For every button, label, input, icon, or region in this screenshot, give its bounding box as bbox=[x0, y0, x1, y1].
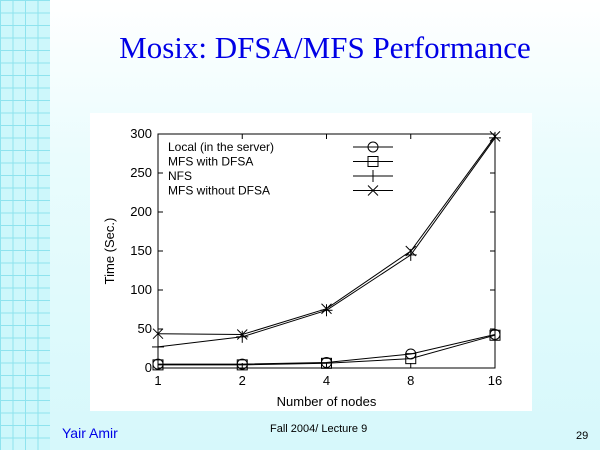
page-number: 29 bbox=[576, 430, 589, 442]
data-point-square bbox=[489, 329, 501, 341]
data-point-cross bbox=[321, 303, 332, 315]
legend-marker-cross bbox=[367, 185, 379, 196]
legend-label: MFS with DFSA bbox=[168, 155, 253, 169]
data-point-cross-d2 bbox=[152, 328, 164, 340]
x-tick-label: 8 bbox=[407, 373, 414, 388]
legend-label: Local (in the server) bbox=[168, 140, 274, 154]
grid-decoration bbox=[0, 0, 50, 450]
y-tick-label: 250 bbox=[130, 165, 152, 180]
data-point-square-shape bbox=[236, 359, 248, 371]
data-point-cross bbox=[152, 328, 164, 340]
legend-label: NFS bbox=[168, 169, 192, 183]
legend-marker-cross-d2 bbox=[367, 185, 379, 196]
data-point-square bbox=[236, 359, 248, 371]
y-tick-label: 300 bbox=[130, 126, 152, 141]
data-point-square-shape bbox=[152, 359, 164, 371]
legend-label: MFS without DFSA bbox=[168, 184, 270, 198]
data-point-cross-d2 bbox=[321, 303, 332, 315]
y-tick-label: 50 bbox=[138, 321, 152, 336]
y-tick-label: 200 bbox=[130, 204, 152, 219]
x-axis-title: Number of nodes bbox=[277, 394, 377, 409]
data-point-square-shape bbox=[489, 329, 501, 341]
x-tick-label: 1 bbox=[154, 373, 161, 388]
footer-course: Fall 2004/ Lecture 9 bbox=[270, 423, 368, 435]
data-point-cross bbox=[405, 245, 417, 257]
data-point-square bbox=[152, 359, 164, 371]
data-point-cross-d2 bbox=[489, 130, 501, 142]
x-tick-label: 4 bbox=[323, 373, 330, 388]
data-point-cross-d2 bbox=[405, 245, 417, 257]
y-tick-label: 100 bbox=[130, 282, 152, 297]
data-point-square bbox=[405, 353, 417, 365]
y-tick-label: 0 bbox=[145, 360, 152, 375]
data-point-square bbox=[321, 357, 332, 369]
legend-marker-plus bbox=[367, 170, 379, 182]
x-tick-label: 2 bbox=[239, 373, 246, 388]
series-line-1 bbox=[158, 334, 496, 365]
data-point-plus bbox=[489, 131, 501, 144]
y-axis-title: Time (Sec.) bbox=[102, 218, 117, 285]
footer-author: Yair Amir bbox=[62, 425, 118, 441]
data-point-cross bbox=[236, 329, 248, 340]
data-point-square-shape bbox=[321, 357, 332, 369]
legend-marker-square-shape bbox=[367, 156, 379, 167]
plot-frame bbox=[157, 133, 496, 369]
x-tick-label: 16 bbox=[488, 373, 502, 388]
data-point-square-shape bbox=[405, 353, 417, 365]
data-point-plus bbox=[152, 340, 164, 353]
series-line-2 bbox=[158, 334, 496, 366]
line-chart: 0 50 100 150 200 250 300 1 2 4 8 16 Number of nodes T… bbox=[102, 126, 502, 409]
data-point-cross bbox=[489, 130, 501, 142]
data-point-cross-d2 bbox=[236, 329, 248, 340]
data-point-plus bbox=[236, 330, 249, 343]
chart-panel: 0 50 100 150 200 250 300 1 2 4 8 16 Number of nodes T… bbox=[90, 113, 532, 411]
y-tick-label: 150 bbox=[130, 243, 152, 258]
legend-marker-circle-shape bbox=[367, 141, 379, 153]
legend-marker-square bbox=[367, 156, 379, 167]
legend-marker-circle bbox=[367, 141, 379, 153]
slide-title: Mosix: DFSA/MFS Performance bbox=[119, 30, 531, 65]
